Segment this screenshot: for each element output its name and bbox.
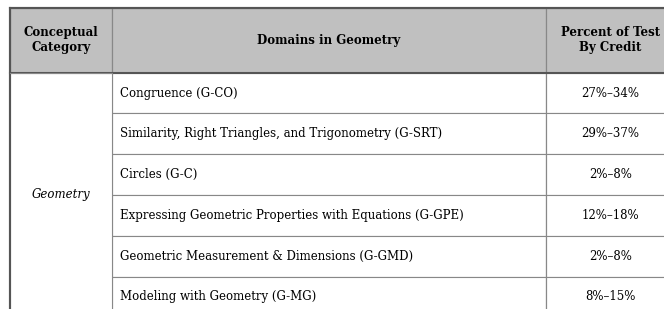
Text: Conceptual
Category: Conceptual Category: [23, 26, 98, 54]
Text: 2%–8%: 2%–8%: [589, 250, 631, 263]
Bar: [112, 236, 546, 277]
Text: Percent of Test
By Credit: Percent of Test By Credit: [560, 26, 660, 54]
Bar: [546, 236, 664, 277]
Bar: [10, 73, 112, 113]
Text: Domains in Geometry: Domains in Geometry: [258, 34, 400, 47]
Bar: [546, 73, 664, 113]
Bar: [112, 73, 546, 113]
Bar: [112, 195, 546, 236]
Bar: [10, 73, 112, 309]
Text: 12%–18%: 12%–18%: [582, 209, 639, 222]
Bar: [546, 195, 664, 236]
Text: Similarity, Right Triangles, and Trigonometry (G-SRT): Similarity, Right Triangles, and Trigono…: [120, 127, 442, 140]
Text: Expressing Geometric Properties with Equations (G-GPE): Expressing Geometric Properties with Equ…: [120, 209, 464, 222]
Text: Circles (G-C): Circles (G-C): [120, 168, 198, 181]
Bar: [112, 8, 546, 73]
Text: Geometric Measurement & Dimensions (G-GMD): Geometric Measurement & Dimensions (G-GM…: [120, 250, 413, 263]
Text: 2%–8%: 2%–8%: [589, 168, 631, 181]
Text: Geometry: Geometry: [31, 188, 90, 201]
Bar: [546, 113, 664, 154]
Bar: [546, 277, 664, 309]
Bar: [10, 236, 112, 277]
Text: 8%–15%: 8%–15%: [585, 290, 635, 303]
Bar: [10, 154, 112, 195]
Bar: [546, 8, 664, 73]
Text: Congruence (G-CO): Congruence (G-CO): [120, 87, 238, 99]
Bar: [546, 154, 664, 195]
Bar: [10, 277, 112, 309]
Text: 27%–34%: 27%–34%: [581, 87, 639, 99]
Bar: [10, 8, 112, 73]
Bar: [112, 113, 546, 154]
Bar: [10, 195, 112, 236]
Text: Modeling with Geometry (G-MG): Modeling with Geometry (G-MG): [120, 290, 317, 303]
Bar: [10, 113, 112, 154]
Text: 29%–37%: 29%–37%: [581, 127, 639, 140]
Bar: [112, 277, 546, 309]
Bar: [112, 154, 546, 195]
